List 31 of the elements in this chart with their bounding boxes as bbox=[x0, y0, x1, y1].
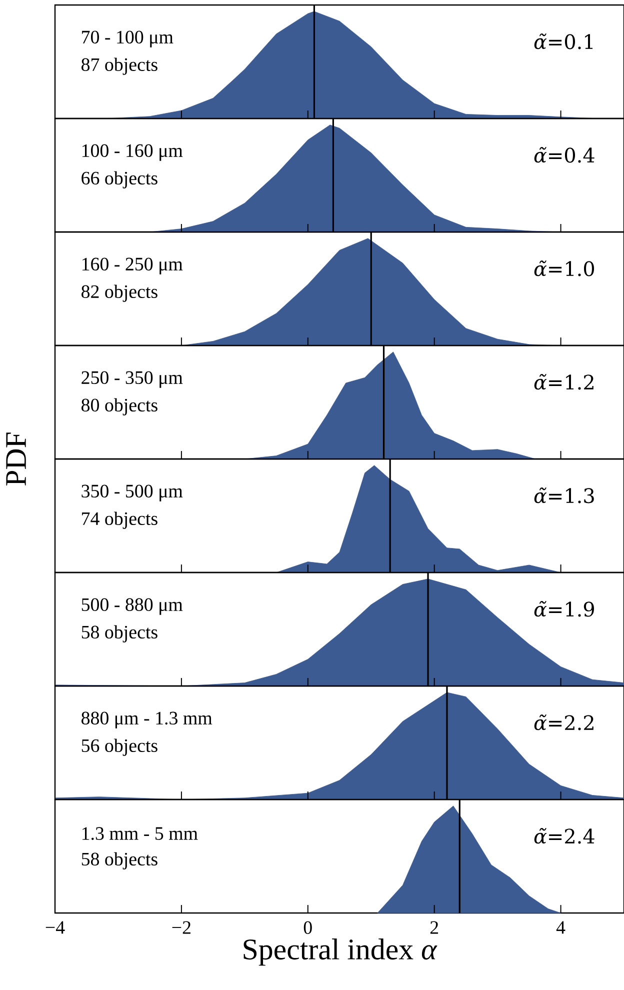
x-tick-label: 0 bbox=[304, 921, 312, 934]
x-tick-label: −2 bbox=[172, 921, 190, 934]
annotation: 160 - 250 μm bbox=[82, 258, 183, 274]
annotation: 100 - 160 μm bbox=[82, 144, 183, 161]
annotation: 74 objects bbox=[82, 512, 158, 529]
x-tick-label: 4 bbox=[556, 921, 566, 934]
annotation: 87 objects bbox=[82, 58, 158, 75]
annotation: 66 objects bbox=[82, 171, 158, 188]
annotation: α̃=1.9 bbox=[534, 600, 594, 617]
annotation: 500 - 880 μm bbox=[82, 598, 183, 615]
annotation: α̃=0.4 bbox=[534, 146, 594, 163]
annotation: α̃=2.2 bbox=[534, 714, 594, 730]
annotation: 82 objects bbox=[82, 284, 158, 302]
annotation: 1.3 mm - 5 mm bbox=[82, 827, 198, 840]
annotation: 58 objects bbox=[82, 625, 158, 642]
annotation: 880 μm - 1.3 mm bbox=[82, 712, 212, 728]
annotation: α̃=1.0 bbox=[534, 260, 594, 276]
annotation: 70 - 100 μm bbox=[82, 30, 174, 48]
y-axis-title: PDF bbox=[6, 432, 26, 486]
annotation: 58 objects bbox=[82, 852, 158, 870]
x-tick-label: 2 bbox=[430, 921, 438, 934]
annotation: 56 objects bbox=[82, 738, 158, 756]
x-tick-label: −4 bbox=[46, 921, 65, 934]
annotation: α̃=2.4 bbox=[534, 828, 594, 844]
annotation: 250 - 350 μm bbox=[82, 371, 183, 388]
annotation: α̃=0.1 bbox=[534, 33, 593, 50]
annotation: α̃=1.2 bbox=[534, 374, 594, 390]
x-axis-title: Spectral index α bbox=[244, 938, 438, 966]
annotation: 80 objects bbox=[82, 398, 158, 416]
annotation: α̃=1.3 bbox=[534, 487, 594, 504]
annotation: 350 - 500 μm bbox=[82, 484, 183, 502]
